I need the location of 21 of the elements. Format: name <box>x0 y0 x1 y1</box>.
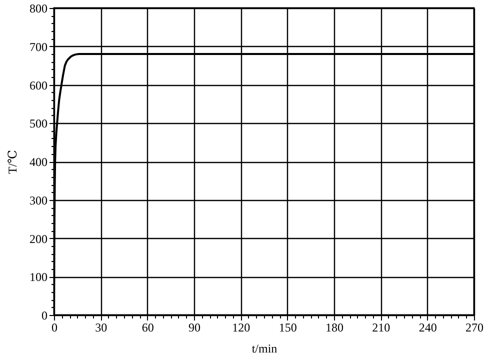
x-tick-label: 120 <box>232 320 250 334</box>
y-tick-label: 100 <box>30 270 48 284</box>
y-tick-label: 300 <box>30 193 48 208</box>
y-tick-label: 0 <box>42 308 48 322</box>
y-tick-label: 400 <box>30 155 48 169</box>
x-tick-label: 150 <box>278 320 297 334</box>
x-tick-label: 210 <box>372 320 390 334</box>
x-tick-label: 90 <box>188 320 200 334</box>
y-tick-label: 800 <box>30 2 48 16</box>
y-tick-label: 200 <box>30 232 48 246</box>
y-tick-label: 500 <box>30 116 48 131</box>
y-tick-label: 600 <box>30 78 48 92</box>
x-tick-label: 240 <box>418 320 437 334</box>
x-tick-label: 180 <box>326 320 344 334</box>
x-axis-title: t/min <box>252 342 278 355</box>
x-tick-label: 270 <box>466 320 484 334</box>
x-tick-label: 0 <box>52 320 58 334</box>
x-tick-label: 60 <box>142 320 154 334</box>
y-axis-title: T/℃ <box>6 150 20 174</box>
y-tick-label: 700 <box>30 40 48 54</box>
x-tick-label: 30 <box>95 320 108 334</box>
